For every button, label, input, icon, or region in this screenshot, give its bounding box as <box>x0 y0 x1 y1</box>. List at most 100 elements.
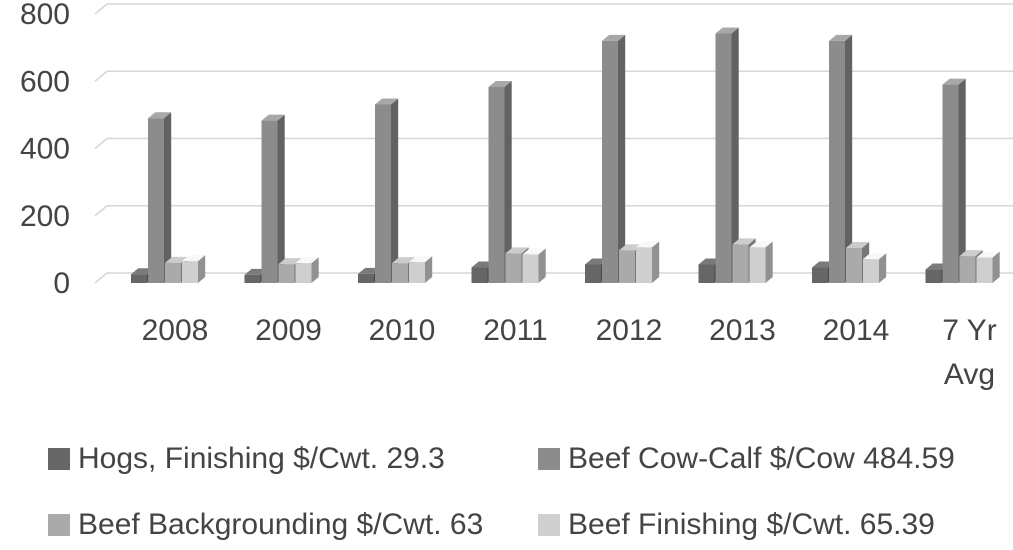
bar <box>358 273 374 283</box>
bar <box>182 261 198 283</box>
y-tick-label: 200 <box>20 200 70 233</box>
legend-item-beef-backgrounding: Beef Backgrounding $/Cwt. 63 <box>48 508 483 542</box>
bar-top <box>375 98 399 105</box>
bar <box>295 263 312 283</box>
bar-side <box>425 256 433 283</box>
bar-top <box>505 247 529 254</box>
bar <box>942 84 959 283</box>
bar-top <box>488 80 512 87</box>
bar <box>488 86 505 283</box>
bar-side <box>879 253 887 283</box>
bar <box>715 33 732 283</box>
bar-side <box>538 248 546 283</box>
y-tick-label: 800 <box>20 0 70 31</box>
bar <box>261 120 278 283</box>
x-tick-label: 2013 <box>709 314 776 347</box>
bar <box>585 264 601 283</box>
bar-top <box>749 241 773 248</box>
y-tick-label: 400 <box>20 133 70 166</box>
legend-item-beef-finishing: Beef Finishing $/Cwt. 65.39 <box>538 508 935 542</box>
bar-side <box>391 98 399 283</box>
bar <box>505 253 522 283</box>
bar-side <box>765 241 773 283</box>
x-tick-label: 2008 <box>142 314 209 347</box>
legend-label-beef-finishing: Beef Finishing $/Cwt. 65.39 <box>568 508 935 541</box>
legend: Hogs, Finishing $/Cwt. 29.3 Beef Cow-Cal… <box>0 430 1013 550</box>
bar-side <box>652 241 660 283</box>
x-tick-label: 7 Yr <box>942 314 996 347</box>
bar-side <box>164 112 172 283</box>
gridline-side <box>94 70 108 82</box>
bar <box>812 267 828 283</box>
bar-top <box>942 78 966 85</box>
bar <box>846 248 862 283</box>
legend-swatch-hogs-finishing <box>48 448 70 470</box>
legend-item-beef-cow-calf: Beef Cow-Calf $/Cow 484.59 <box>538 442 955 476</box>
bar-top <box>715 27 739 34</box>
bar <box>698 264 715 283</box>
bar <box>165 262 181 283</box>
bar-top <box>522 248 546 255</box>
gridline-side <box>94 3 108 15</box>
legend-swatch-beef-finishing <box>538 514 560 536</box>
bar <box>522 254 539 283</box>
x-tick-label: 2014 <box>823 314 890 347</box>
bar <box>471 267 488 283</box>
bar-top <box>409 256 433 263</box>
bar <box>131 274 147 283</box>
x-tick-label: 2012 <box>596 314 663 347</box>
bar-side <box>992 251 1000 283</box>
bar <box>409 262 425 283</box>
legend-swatch-beef-cow-calf <box>538 448 560 470</box>
bar-side <box>731 27 739 283</box>
bar-side <box>198 255 206 283</box>
chart-plot: 0 200 400 600 800 2008 2009 2010 2011 2012 2013 201… <box>20 0 1013 391</box>
bar <box>732 244 749 283</box>
bar-side <box>958 78 966 283</box>
bar <box>375 104 391 283</box>
gridline-side <box>94 137 108 150</box>
x-tick-label: 2010 <box>369 314 436 347</box>
bar-top <box>392 257 416 264</box>
bar <box>976 257 993 283</box>
gridline-side <box>94 205 108 217</box>
bar <box>602 40 618 284</box>
legend-item-hogs-finishing: Hogs, Finishing $/Cwt. 29.3 <box>48 442 445 476</box>
x-tick-label: Avg <box>944 358 995 391</box>
legend-swatch-beef-backgrounding <box>48 514 70 536</box>
bar <box>392 263 408 283</box>
gridline-side <box>94 272 108 284</box>
bar-top <box>976 251 1000 258</box>
bar <box>959 256 976 283</box>
bar-top <box>261 114 285 121</box>
bar <box>749 247 766 283</box>
bar <box>278 264 295 283</box>
bar-side <box>845 34 853 284</box>
bar <box>148 118 164 283</box>
bar <box>636 247 652 283</box>
bar <box>619 250 635 283</box>
bar-top <box>636 241 660 248</box>
bar-top <box>278 258 302 265</box>
bar-side <box>277 114 285 283</box>
bar-side <box>311 257 319 283</box>
y-tick-label: 0 <box>53 267 70 300</box>
legend-label-beef-cow-calf: Beef Cow-Calf $/Cow 484.59 <box>568 442 955 475</box>
x-tick-label: 2011 <box>483 314 548 347</box>
bar <box>863 259 879 283</box>
bar-top <box>846 242 870 249</box>
bar-top <box>863 253 887 260</box>
bar <box>925 269 942 283</box>
legend-label-hogs-finishing: Hogs, Finishing $/Cwt. 29.3 <box>78 442 445 475</box>
bar-top <box>959 250 983 257</box>
bar-top <box>295 257 319 264</box>
bar <box>244 274 261 283</box>
bar <box>829 40 845 284</box>
legend-label-beef-backgrounding: Beef Backgrounding $/Cwt. 63 <box>78 508 484 541</box>
bar-top <box>829 34 853 41</box>
bar-side <box>618 34 626 284</box>
bar-top <box>732 238 756 245</box>
bar-top <box>602 34 626 41</box>
x-tick-label: 2009 <box>255 314 322 347</box>
